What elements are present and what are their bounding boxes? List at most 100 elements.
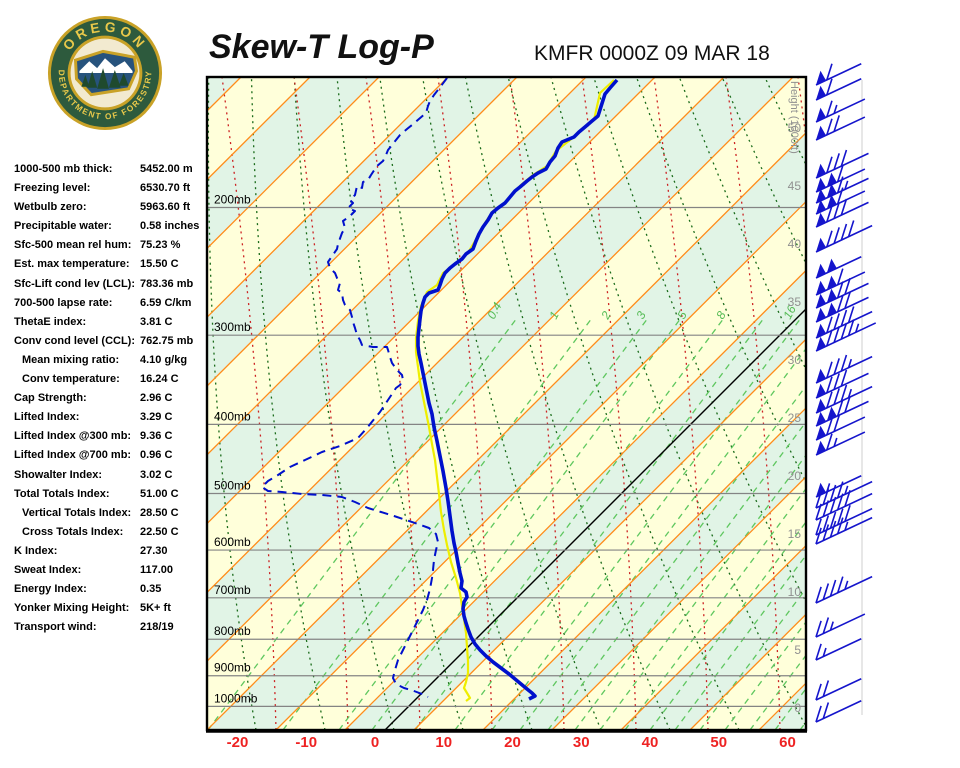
- index-row: Cap Strength: 2.96 C: [14, 392, 214, 411]
- pressure-label: 700mb: [214, 583, 251, 597]
- barb-full: [833, 326, 840, 343]
- barb-pennant: [816, 263, 826, 278]
- wind-barb: [815, 516, 873, 545]
- barb-pennant: [816, 482, 826, 497]
- barb-full: [822, 500, 830, 517]
- barb-pennant: [816, 293, 826, 308]
- index-value: 51.00 C: [140, 487, 179, 500]
- index-label: 700-500 lapse rate:: [14, 296, 113, 309]
- x-tick-label: -20: [227, 734, 249, 751]
- height-label: 25: [788, 411, 802, 425]
- barb-full: [826, 418, 833, 436]
- wind-barb: [815, 268, 866, 296]
- index-label: Vertical Totals Index:: [22, 506, 132, 519]
- index-value: 3.02 C: [140, 468, 173, 481]
- barb-half: [822, 647, 827, 657]
- height-label: 40: [788, 237, 802, 251]
- mixing-ratio-line: [649, 520, 806, 730]
- barb-full: [822, 524, 830, 541]
- dry-adiabat-line: [293, 77, 395, 730]
- barb-full: [836, 295, 844, 313]
- barb-full: [826, 230, 833, 248]
- barb-full: [815, 527, 822, 545]
- barb-full: [840, 369, 848, 387]
- barb-pennant: [816, 125, 826, 140]
- pressure-label: 200mb: [214, 192, 251, 206]
- moist-adiabat-line: [653, 77, 709, 730]
- barb-full: [815, 518, 822, 536]
- index-row: Conv temperature: 16.24 C: [14, 373, 214, 392]
- index-value: 0.96 C: [140, 449, 173, 462]
- barb-full: [829, 484, 837, 502]
- barb-full: [836, 481, 844, 499]
- isotherm-line: [344, 269, 806, 730]
- barb-full: [826, 156, 833, 174]
- barb-full: [829, 520, 837, 538]
- temperature-trace: [416, 78, 619, 701]
- pressure-label: 900mb: [214, 661, 251, 675]
- index-value: 218/19: [140, 621, 174, 634]
- index-value: 762.75 mb: [140, 334, 194, 347]
- barb-full: [847, 306, 855, 323]
- barb-full: [833, 373, 840, 390]
- mixing-ratio-line: [371, 319, 681, 730]
- index-row: Est. max temperature: 15.50 C: [14, 258, 214, 277]
- wind-barb: [815, 575, 873, 604]
- wind-barb: [815, 678, 862, 701]
- index-label: Showalter Index:: [14, 468, 103, 481]
- barb-full: [840, 149, 848, 167]
- moist-adiabat-line: [581, 77, 637, 730]
- index-row: 700-500 lapse rate: 6.59 C/km: [14, 297, 214, 316]
- wind-barb: [815, 198, 869, 228]
- pressure-label: 300mb: [214, 320, 251, 334]
- barb-pennant: [816, 398, 826, 413]
- wind-barb: [815, 431, 866, 456]
- barb-half: [847, 388, 853, 398]
- barb-pennant: [826, 406, 837, 421]
- dry-adiabat-line: [507, 77, 740, 730]
- index-value: 783.36 mb: [140, 277, 194, 290]
- barb-pennant: [826, 258, 837, 273]
- barb-full: [833, 227, 840, 244]
- pressure-label: 800mb: [214, 624, 251, 638]
- index-value: 4.10 g/kg: [140, 353, 188, 366]
- barb-pennant: [816, 107, 826, 122]
- isotherm-line: [482, 407, 806, 730]
- mixing-ratio-line: [519, 347, 806, 730]
- barb-full: [815, 586, 822, 604]
- barb-pennant: [816, 70, 826, 85]
- index-label: Lifted Index @700 mb:: [14, 449, 132, 462]
- barb-pennant: [826, 183, 837, 198]
- barb-full: [826, 100, 833, 118]
- isotherm-line: [207, 77, 587, 456]
- zero-isotherm-line: [384, 308, 806, 730]
- barb-pennant: [816, 163, 826, 178]
- index-row: Freezing level: 6530.70 ft: [14, 182, 214, 201]
- barb-full: [826, 205, 833, 223]
- index-row: Conv cond level (CCL): 762.75 mb: [14, 335, 214, 354]
- isotherm-line: [275, 200, 806, 730]
- index-label: Mean mixing ratio:: [22, 353, 120, 366]
- index-row: Vertical Totals Index: 28.50 C: [14, 507, 214, 526]
- barb-full: [829, 511, 837, 529]
- barb-full: [844, 490, 851, 507]
- mixing-ratio-label: 16: [780, 303, 799, 322]
- index-row: Mean mixing ratio: 4.10 g/kg: [14, 354, 214, 373]
- barb-full: [829, 579, 837, 597]
- index-label: Wetbulb zero:: [14, 201, 87, 214]
- index-value: 3.81 C: [140, 315, 173, 328]
- wind-barb: [815, 220, 873, 253]
- index-value: 117.00: [140, 563, 174, 576]
- barb-full: [836, 508, 844, 526]
- dry-adiabat-line: [464, 77, 671, 730]
- index-value: 27.30: [140, 544, 168, 557]
- index-label: Sfc-500 mean rel hum:: [14, 239, 132, 252]
- barb-full: [840, 309, 848, 327]
- index-label: Est. max temperature:: [14, 258, 130, 271]
- index-row: ThetaE index: 3.81 C: [14, 316, 214, 335]
- barb-full: [836, 576, 844, 594]
- height-label: 20: [788, 469, 802, 483]
- barb-pennant: [826, 288, 837, 303]
- barb-pennant: [816, 336, 826, 351]
- barb-pennant: [826, 275, 837, 290]
